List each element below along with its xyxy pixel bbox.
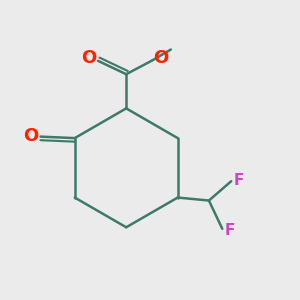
Text: O: O (23, 127, 39, 145)
Text: O: O (81, 50, 96, 68)
Text: F: F (233, 173, 244, 188)
Text: O: O (153, 50, 168, 68)
Text: F: F (224, 223, 235, 238)
